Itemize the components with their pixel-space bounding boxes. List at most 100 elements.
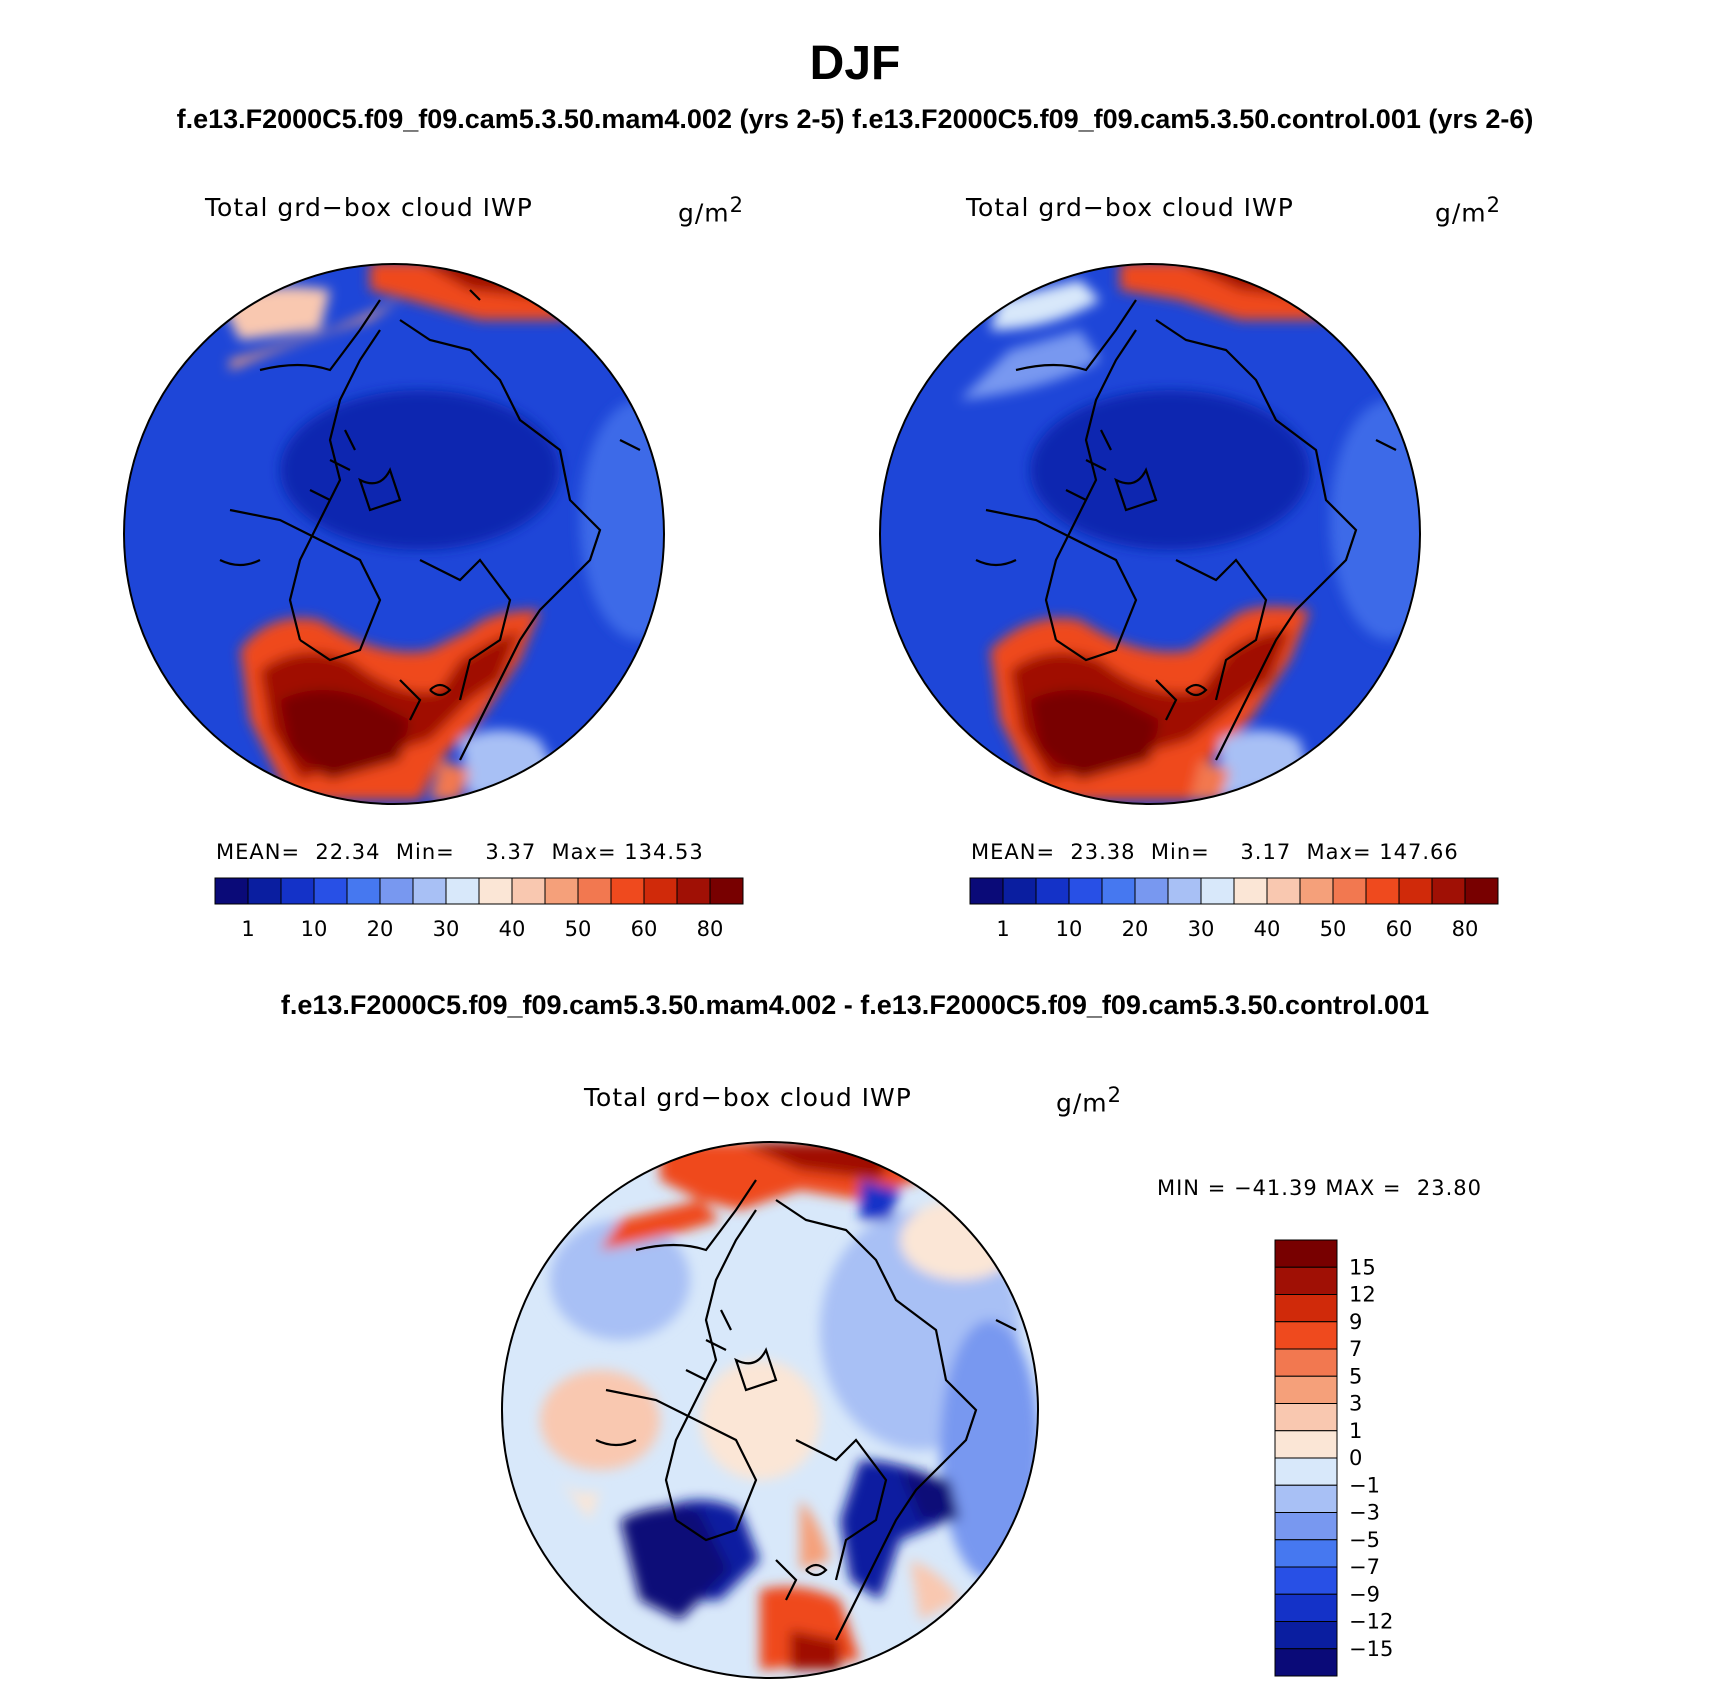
panel2-colorbar-label: 10 <box>1056 917 1083 941</box>
panel1-colorbar-label: 60 <box>631 917 658 941</box>
panel2-colorbar-box <box>1002 877 1037 905</box>
panel2-colorbar-box <box>1266 877 1301 905</box>
panel3-colorbar-box <box>1274 1512 1338 1541</box>
panel3-colorbar-label: 3 <box>1349 1392 1362 1416</box>
panel2-colorbar-label: 30 <box>1188 917 1215 941</box>
panel2-colorbar-box <box>1431 877 1466 905</box>
panel3-colorbar-label: 1 <box>1349 1419 1362 1443</box>
panel1-colorbar-box <box>214 877 249 905</box>
panel2-colorbar-label: 50 <box>1320 917 1347 941</box>
panel3-colorbar-label: −12 <box>1349 1610 1393 1634</box>
panel3-colorbar-box <box>1274 1621 1338 1650</box>
panel1-units-label: g/m2 <box>678 193 745 228</box>
panel3-colorbar-label: 15 <box>1349 1255 1376 1279</box>
difference-title: f.e13.F2000C5.f09_f09.cam5.3.50.mam4.002… <box>280 990 1430 1020</box>
panel2-colorbar: 1 10 20 30 40 50 60 80 <box>969 877 1499 941</box>
panel2-colorbar-box <box>1398 877 1433 905</box>
panel2-colorbar-box <box>1035 877 1070 905</box>
panel3-colorbar-box <box>1274 1403 1338 1432</box>
panel3-colorbar-label: −5 <box>1349 1528 1380 1552</box>
panel3-colorbar-box <box>1274 1484 1338 1513</box>
panel3-colorbar-label: 0 <box>1349 1446 1362 1470</box>
panel1-colorbar-box <box>280 877 315 905</box>
panel1-colorbar-label: 20 <box>367 917 394 941</box>
panel2-stats: MEAN= 23.38 Min= 3.17 Max= 147.66 <box>971 840 1459 864</box>
panel3-colorbar-label: −7 <box>1349 1555 1380 1579</box>
panel2-colorbar-box <box>1332 877 1367 905</box>
panel3-map-border <box>501 1141 1039 1679</box>
panel2-colorbar-box <box>1200 877 1235 905</box>
panel1-stats: MEAN= 22.34 Min= 3.37 Max= 134.53 <box>216 840 704 864</box>
panel3-colorbar-label: −9 <box>1349 1582 1380 1606</box>
panel3-colorbar-box <box>1274 1375 1338 1404</box>
panel2-colorbar-box <box>1233 877 1268 905</box>
panel3-colorbar-box <box>1274 1266 1338 1295</box>
panel2-map <box>880 264 1420 804</box>
panel1-map-border <box>123 263 665 805</box>
panel3-colorbar-box <box>1274 1593 1338 1622</box>
panel2-colorbar-box <box>1464 877 1499 905</box>
panel1-colorbar-box <box>610 877 645 905</box>
panel3-colorbar-box <box>1274 1348 1338 1377</box>
cases-subtitle: f.e13.F2000C5.f09_f09.cam5.3.50.mam4.002… <box>176 104 1534 134</box>
panel2-colorbar-box <box>1068 877 1103 905</box>
panel3-colorbar-box <box>1274 1457 1338 1486</box>
panel3-colorbar: 15 12 9 7 5 3 1 0 −1 −3 −5 −7 −9 −12 −15 <box>1274 1239 1393 1677</box>
panel2-colorbar-box <box>1299 877 1334 905</box>
panel1-colorbar-label: 40 <box>499 917 526 941</box>
panel1-colorbar-box <box>247 877 282 905</box>
panel3-colorbar-label: −3 <box>1349 1501 1380 1525</box>
panel1-colorbar-box <box>346 877 381 905</box>
panel1-colorbar-label: 80 <box>697 917 724 941</box>
panel1-colorbar-box <box>412 877 447 905</box>
panel1-colorbar: 1 10 20 30 40 50 60 80 <box>214 877 744 941</box>
panel3-units-label: g/m2 <box>1056 1083 1123 1118</box>
panel3-stats: MIN = −41.39 MAX = 23.80 <box>1157 1176 1482 1200</box>
panel1-colorbar-box <box>511 877 546 905</box>
panel2-colorbar-box <box>1134 877 1169 905</box>
page-title: DJF <box>809 37 901 90</box>
panel3-colorbar-box <box>1274 1648 1338 1677</box>
panel1-variable-label: Total grd−box cloud IWP <box>205 193 533 222</box>
panel1-colorbar-box <box>379 877 414 905</box>
panel1-colorbar-box <box>445 877 480 905</box>
panel1-colorbar-box <box>643 877 678 905</box>
panel3-colorbar-box <box>1274 1321 1338 1350</box>
panel2-colorbar-box <box>1167 877 1202 905</box>
panel1-colorbar-label: 30 <box>433 917 460 941</box>
panel2-colorbar-label: 60 <box>1386 917 1413 941</box>
panel3-colorbar-label: 12 <box>1349 1283 1376 1307</box>
panel2-colorbar-box <box>1365 877 1400 905</box>
panel1-colorbar-box <box>709 877 744 905</box>
panel3-colorbar-label: 9 <box>1349 1310 1362 1334</box>
panel3-colorbar-box <box>1274 1294 1338 1323</box>
panel1-colorbar-label: 50 <box>565 917 592 941</box>
panel2-variable-label: Total grd−box cloud IWP <box>966 193 1294 222</box>
panel1-colorbar-box <box>313 877 348 905</box>
panel3-colorbar-label: −15 <box>1349 1637 1393 1661</box>
panel3-colorbar-label: 5 <box>1349 1364 1362 1388</box>
panel3-colorbar-label: 7 <box>1349 1337 1362 1361</box>
panel1-colorbar-box <box>478 877 513 905</box>
panel2-map-border <box>879 263 1421 805</box>
panel3-colorbar-box <box>1274 1430 1338 1459</box>
panel3-colorbar-label: −1 <box>1349 1473 1380 1497</box>
panel2-colorbar-box <box>1101 877 1136 905</box>
panel1-colorbar-label: 10 <box>301 917 328 941</box>
panel2-units-label: g/m2 <box>1435 193 1502 228</box>
panel3-colorbar-box <box>1274 1566 1338 1595</box>
panel1-colorbar-box <box>577 877 612 905</box>
panel1-colorbar-label: 1 <box>241 917 254 941</box>
panel2-colorbar-label: 20 <box>1122 917 1149 941</box>
panel3-map <box>502 1142 1038 1678</box>
panel3-colorbar-box <box>1274 1539 1338 1568</box>
panel3-colorbar-box <box>1274 1239 1338 1268</box>
panel3-variable-label: Total grd−box cloud IWP <box>584 1083 912 1112</box>
panel2-colorbar-label: 80 <box>1452 917 1479 941</box>
panel2-colorbar-label: 40 <box>1254 917 1281 941</box>
panel2-colorbar-label: 1 <box>996 917 1009 941</box>
panel1-colorbar-box <box>544 877 579 905</box>
panel1-colorbar-box <box>676 877 711 905</box>
panel2-colorbar-box <box>969 877 1004 905</box>
